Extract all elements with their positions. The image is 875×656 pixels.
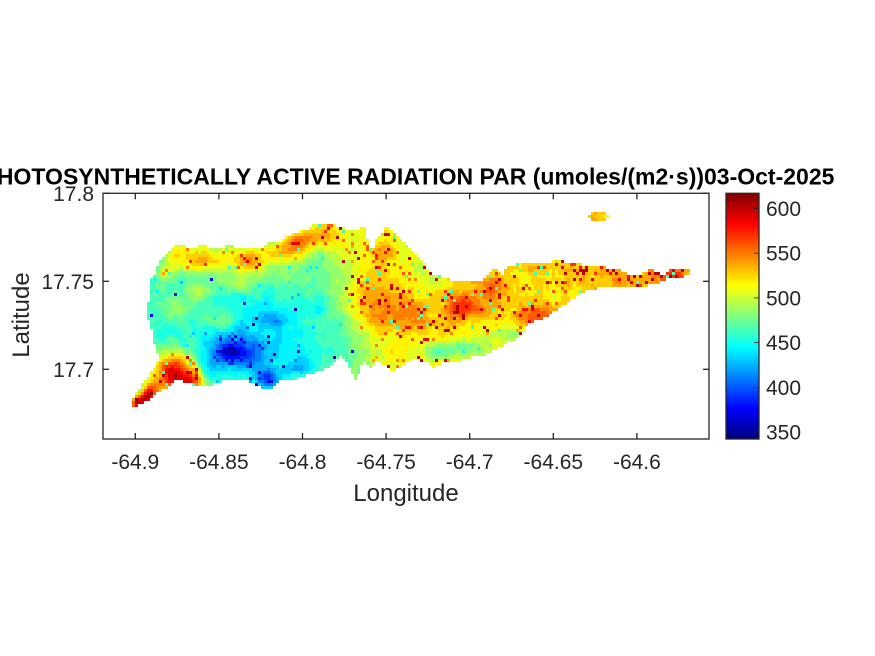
svg-text:-64.9: -64.9 bbox=[111, 451, 159, 474]
svg-text:-64.75: -64.75 bbox=[356, 451, 416, 474]
svg-text:-64.65: -64.65 bbox=[524, 451, 584, 474]
svg-text:17.8: 17.8 bbox=[53, 183, 94, 206]
svg-text:-64.7: -64.7 bbox=[446, 451, 494, 474]
svg-text:PHOTOSYNTHETICALLY ACTIVE RADI: PHOTOSYNTHETICALLY ACTIVE RADIATION PAR … bbox=[0, 164, 835, 190]
svg-text:350: 350 bbox=[766, 422, 801, 445]
svg-text:Latitude: Latitude bbox=[8, 272, 35, 357]
svg-text:550: 550 bbox=[766, 243, 801, 266]
svg-text:17.75: 17.75 bbox=[41, 271, 94, 294]
svg-text:400: 400 bbox=[766, 377, 801, 400]
svg-text:600: 600 bbox=[766, 198, 801, 221]
svg-text:-64.85: -64.85 bbox=[189, 451, 249, 474]
svg-text:Longitude: Longitude bbox=[353, 480, 458, 507]
svg-text:17.7: 17.7 bbox=[53, 359, 94, 382]
svg-text:450: 450 bbox=[766, 332, 801, 355]
svg-text:500: 500 bbox=[766, 287, 801, 310]
svg-text:-64.8: -64.8 bbox=[279, 451, 327, 474]
svg-text:-64.6: -64.6 bbox=[613, 451, 661, 474]
